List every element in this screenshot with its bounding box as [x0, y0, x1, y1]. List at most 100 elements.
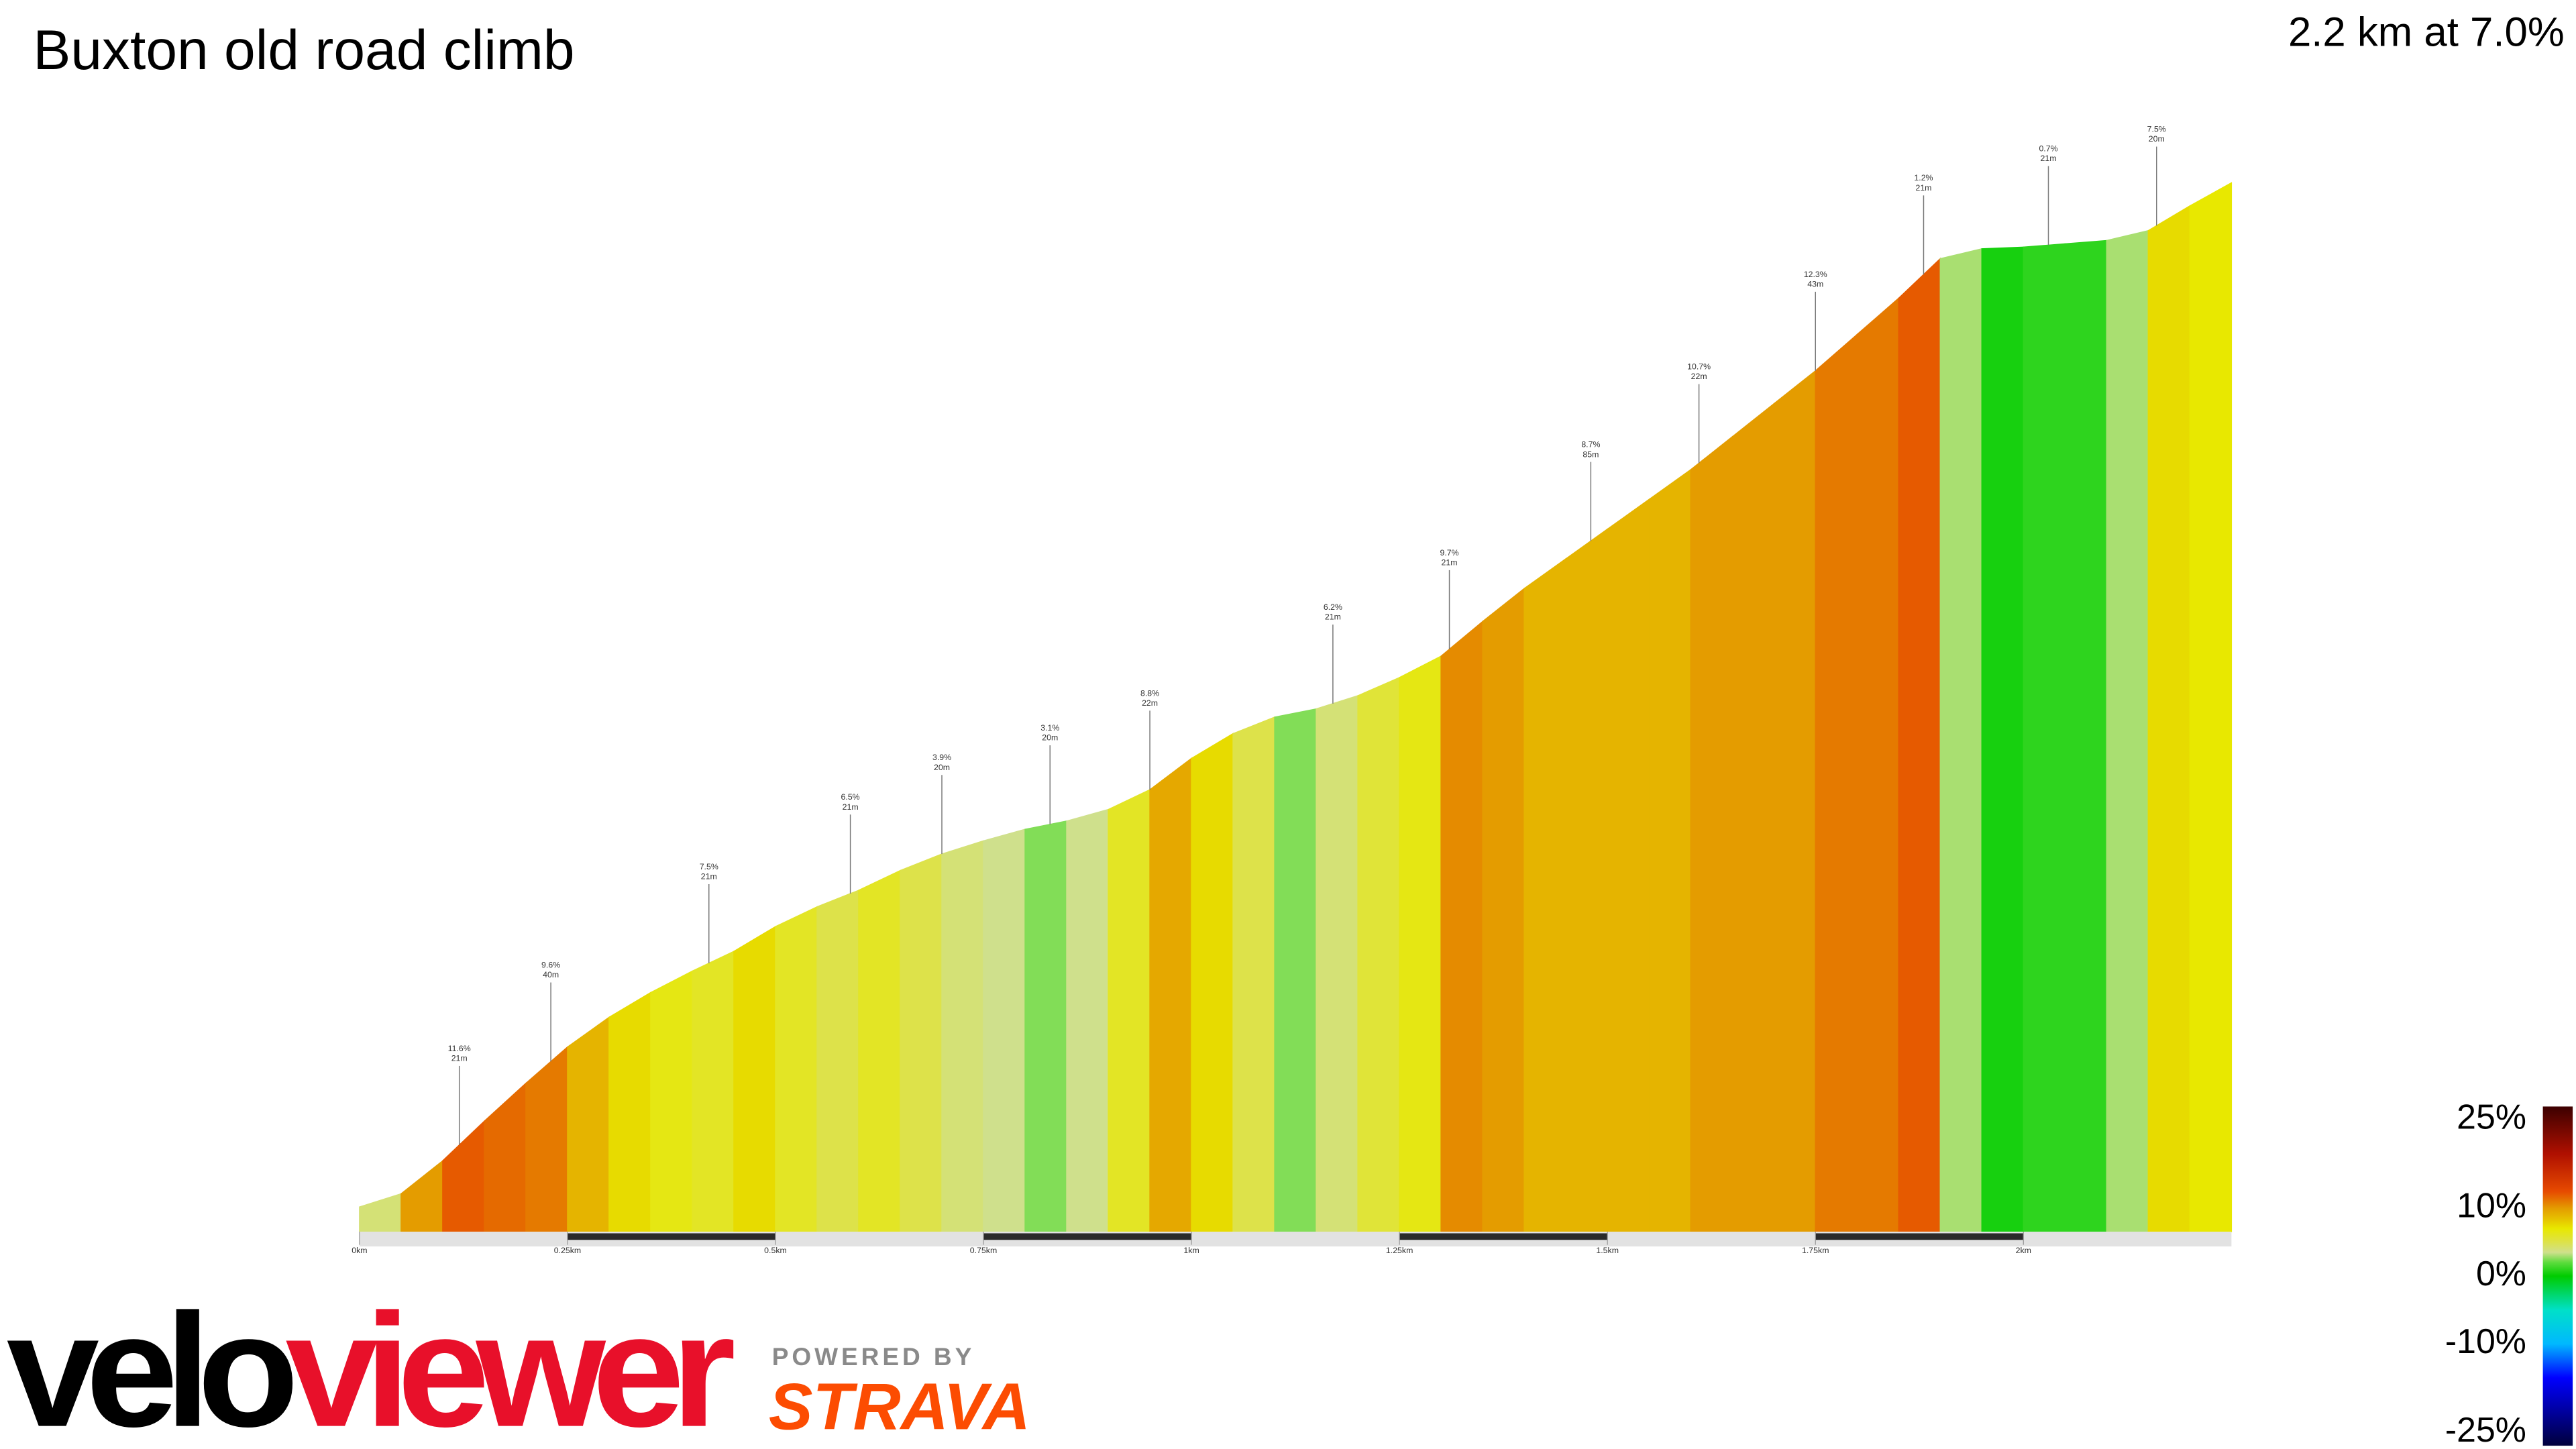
annotation-length: 40m — [543, 970, 559, 979]
distance-band — [1815, 1233, 2024, 1240]
x-tick-label: 0.25km — [554, 1246, 581, 1255]
gradient-segment — [858, 869, 901, 1232]
x-tick-label: 1.5km — [1596, 1246, 1619, 1255]
annotation-grade: 6.2% — [1324, 602, 1342, 612]
annotation-length: 21m — [1442, 558, 1458, 568]
annotation-grade: 0.7% — [2039, 144, 2057, 154]
colorbar-label: -10% — [2445, 1322, 2526, 1360]
annotation-grade: 6.5% — [841, 792, 860, 802]
annotation-length: 85m — [1582, 449, 1599, 459]
annotation-grade: 7.5% — [2147, 124, 2166, 133]
x-tick-label: 1.25km — [1386, 1246, 1413, 1255]
gradient-segment — [1482, 587, 1525, 1232]
annotation-length: 43m — [1807, 280, 1823, 289]
gradient-segment — [1066, 808, 1109, 1232]
annotation-length: 21m — [701, 872, 717, 881]
annotation-grade: 3.1% — [1040, 723, 1059, 733]
gradient-segment — [1399, 655, 1442, 1232]
annotation-grade: 8.7% — [1581, 440, 1600, 449]
gradient-segment — [1898, 257, 1941, 1232]
climb-summary: 2.2 km at 7.0% — [2288, 9, 2565, 56]
gradient-segment — [2189, 182, 2233, 1232]
gradient-segment — [1648, 468, 1691, 1232]
annotation-length: 21m — [1325, 612, 1341, 622]
gradient-segment — [1981, 246, 2025, 1232]
gradient-segment — [1024, 820, 1067, 1232]
gradient-segment — [525, 1046, 568, 1232]
distance-band — [983, 1233, 1192, 1240]
annotation-length: 20m — [934, 763, 950, 772]
gradient-segment — [1232, 716, 1275, 1232]
gradient-segment — [567, 1016, 610, 1232]
x-tick-label: 1km — [1183, 1246, 1199, 1255]
gradient-segment — [941, 840, 984, 1232]
x-tick-label: 0.75km — [970, 1246, 997, 1255]
colorbar-label: 0% — [2476, 1254, 2526, 1293]
gradient-segment — [1357, 676, 1400, 1232]
gradient-segment — [1108, 789, 1150, 1232]
gradient-segment — [1690, 435, 1733, 1232]
powered-by: POWERED BY — [772, 1343, 975, 1371]
annotation-length: 21m — [1915, 183, 1931, 193]
gradient-segment — [400, 1159, 443, 1232]
gradient-segment — [1773, 370, 1816, 1232]
distance-band — [567, 1233, 775, 1240]
gradient-segment — [1523, 557, 1566, 1232]
annotation-length: 21m — [843, 802, 859, 812]
x-tick-label: 2km — [2016, 1246, 2031, 1255]
logo-viewer: viewer — [285, 1281, 733, 1449]
gradient-segment — [1607, 498, 1650, 1232]
gradient-segment — [2147, 205, 2191, 1232]
annotation-length: 21m — [2041, 154, 2057, 163]
gradient-segment — [1191, 733, 1234, 1232]
annotation-length: 21m — [451, 1054, 468, 1063]
gradient-segment — [1731, 402, 1774, 1232]
gradient-segment — [1815, 333, 1858, 1232]
annotation-grade: 9.6% — [541, 960, 560, 969]
gradient-segment — [983, 828, 1026, 1232]
gradient-segment — [1274, 708, 1317, 1232]
annotation-grade: 7.5% — [700, 862, 718, 871]
colorbar — [2542, 1106, 2573, 1446]
annotation-grade: 8.8% — [1140, 688, 1159, 698]
gradient-segment — [775, 906, 818, 1232]
distance-band — [1399, 1233, 1608, 1240]
annotation-grade: 9.7% — [1440, 548, 1458, 557]
annotation-grade: 11.6% — [448, 1044, 471, 1053]
profile: 0km 0.25km 0.5km 0.75km 1km 1.25km 1.5km 1.75km… — [352, 124, 2233, 1255]
annotation-length: 20m — [1042, 733, 1058, 743]
gradient-segment — [900, 853, 943, 1232]
gradient-segment — [359, 1193, 402, 1232]
strava-logo: STRAVA — [769, 1370, 1030, 1444]
gradient-segment — [650, 970, 693, 1232]
gradient-segment — [2023, 243, 2066, 1232]
gradient-segment — [442, 1120, 485, 1232]
x-tick-label: 0km — [352, 1246, 367, 1255]
annotation-grade: 1.2% — [1914, 173, 1933, 182]
gradient-segment — [692, 950, 735, 1232]
gradient-segment — [1939, 248, 1983, 1232]
gradient-segment — [1440, 620, 1483, 1232]
colorbar-label: 25% — [2457, 1097, 2526, 1136]
logo-text: velo viewer — [7, 1281, 734, 1449]
colorbar-label: -25% — [2445, 1410, 2526, 1449]
annotation-grade: 12.3% — [1804, 270, 1827, 279]
gradient-segment — [2106, 229, 2149, 1232]
logo: velo viewer POWERED BY STRAVA — [7, 1281, 1030, 1449]
annotation-length: 22m — [1142, 698, 1158, 708]
distance-axis — [359, 1232, 2232, 1247]
annotation-grade: 10.7% — [1687, 362, 1711, 372]
gradient-segment — [1149, 757, 1192, 1232]
x-tick-label: 0.5km — [764, 1246, 787, 1255]
logo-velo: velo — [7, 1281, 292, 1449]
gradient-segment — [2064, 239, 2108, 1232]
gradient-segment — [608, 991, 651, 1232]
annotation-length: 20m — [2149, 134, 2165, 144]
annotation-length: 22m — [1691, 372, 1707, 381]
annotation-grade: 3.9% — [932, 753, 951, 762]
gradient-segment — [1856, 297, 1900, 1232]
gradient-segment — [1316, 695, 1358, 1232]
colorbar-label: 10% — [2457, 1186, 2526, 1225]
